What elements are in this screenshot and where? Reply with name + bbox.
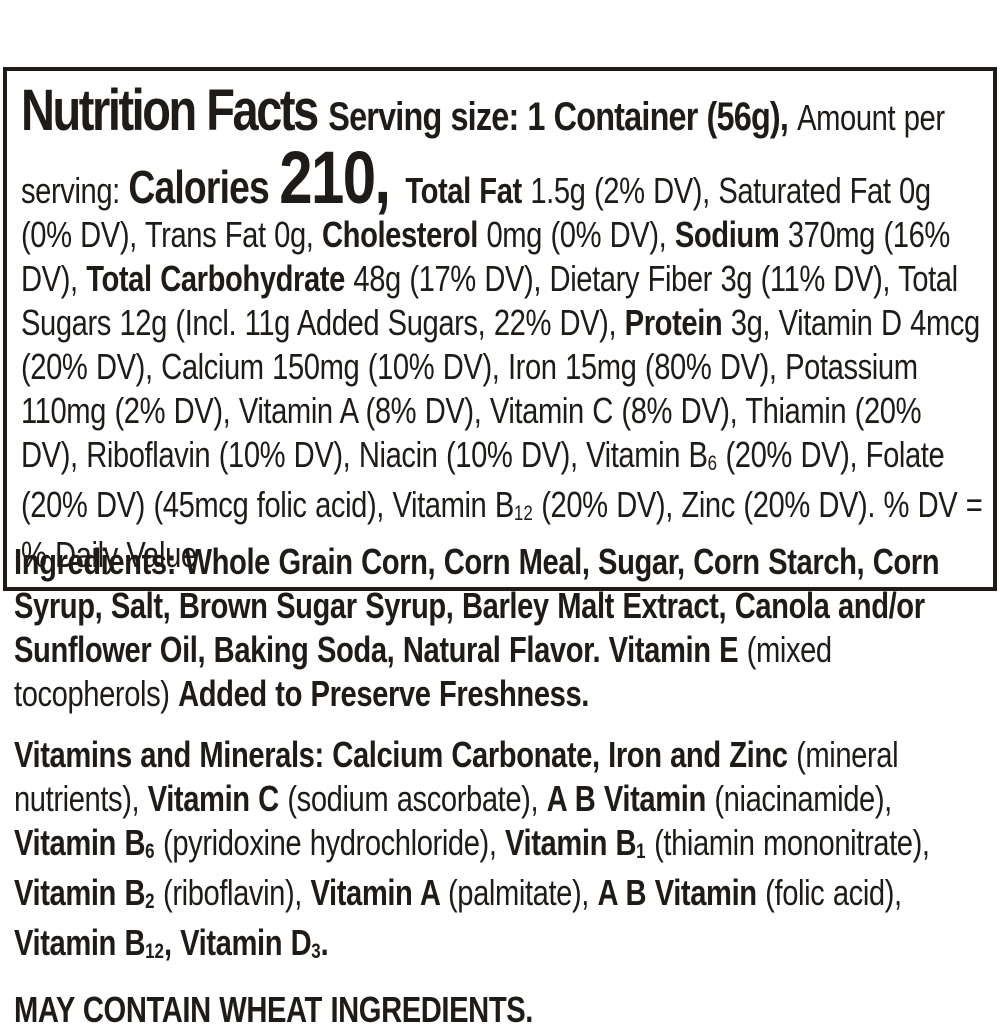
text-run: (mineral nutrients), <box>14 734 899 819</box>
text-run: 3g, Vitamin D 4mcg (20% DV), Calcium 150… <box>21 301 980 475</box>
text-run: 210, <box>279 135 406 219</box>
text-run: . <box>320 922 329 963</box>
text-run: (pyridoxine hydrochloride), <box>154 822 506 863</box>
subscript-run: 6 <box>145 840 155 864</box>
text-run: (20% DV), Folate (20% DV) (45mcg folic a… <box>21 433 945 525</box>
text-run: 0mg (0% DV), <box>486 213 675 255</box>
text-run: (palmitate), <box>447 872 598 913</box>
text-run: , Vitamin D <box>163 922 312 963</box>
text-run: Cholesterol <box>322 213 487 255</box>
text-run: 1.5g (2% DV), Saturated Fat 0g (0% DV), … <box>21 169 931 255</box>
text-run: Protein <box>624 301 731 343</box>
label-lower-sections: Ingredients: Whole Grain Corn, Corn Meal… <box>14 540 994 1032</box>
text-run: Total Carbohydrate <box>86 257 354 299</box>
text-run: Vitamin B <box>505 822 637 863</box>
subscript-run: 3 <box>311 940 321 964</box>
subscript-run: 2 <box>145 890 155 914</box>
text-run: Vitamin B <box>14 922 146 963</box>
text-run: A B Vitamin <box>597 872 766 913</box>
allergen-statement: MAY CONTAIN WHEAT INGREDIENTS. <box>14 988 986 1032</box>
text-run: Nutrition Facts <box>21 78 329 143</box>
text-run: (sodium ascorbate), <box>287 778 547 819</box>
text-run: (niacinamide), <box>714 778 892 819</box>
nutrition-facts-panel: Nutrition Facts Serving size: 1 Containe… <box>3 67 997 591</box>
text-run: Vitamin B <box>14 822 146 863</box>
subscript-run: 12 <box>513 502 533 526</box>
text-run: (riboflavin), <box>154 872 311 913</box>
text-run: A B Vitamin <box>546 778 715 819</box>
text-run: Ingredients: Whole Grain Corn, Corn Meal… <box>14 541 940 670</box>
text-run: Calories <box>128 160 280 213</box>
text-run: Vitamin A <box>310 872 448 913</box>
text-run: Serving size: 1 Container (56g), <box>328 95 798 139</box>
text-run: (thiamin mononitrate), <box>645 822 930 863</box>
text-run: Total Fat <box>405 169 531 211</box>
text-run: (mixed tocopherols) <box>14 629 832 714</box>
nutrition-label: Nutrition Facts Serving size: 1 Containe… <box>3 67 997 1030</box>
vitamins-minerals-text: Vitamins and Minerals: Calcium Carbonate… <box>14 733 986 971</box>
text-run: 370mg (16% DV), <box>21 213 950 299</box>
subscript-run: 1 <box>636 840 646 864</box>
text-run: (folic acid), <box>765 872 902 913</box>
text-run: (20% DV), Zinc (20% DV). % DV = % Daily … <box>21 483 983 575</box>
subscript-run: 6 <box>707 452 717 476</box>
text-run: Vitamins and Minerals: Calcium Carbonate… <box>14 734 797 775</box>
text-run: 48g (17% DV), Dietary Fiber 3g (11% DV),… <box>21 257 958 343</box>
subscript-run: 12 <box>145 940 164 964</box>
text-run: MAY CONTAIN WHEAT INGREDIENTS. <box>14 989 533 1030</box>
ingredients-text: Ingredients: Whole Grain Corn, Corn Meal… <box>14 540 986 716</box>
text-run: Vitamin C <box>147 778 288 819</box>
text-run: Sodium <box>674 213 788 255</box>
text-run: Vitamin B <box>14 872 146 913</box>
nutrition-facts-text: Nutrition Facts Serving size: 1 Containe… <box>21 78 985 577</box>
text-run: Added to Preserve Freshness. <box>178 673 589 714</box>
text-run: Amount per serving: <box>21 97 945 211</box>
